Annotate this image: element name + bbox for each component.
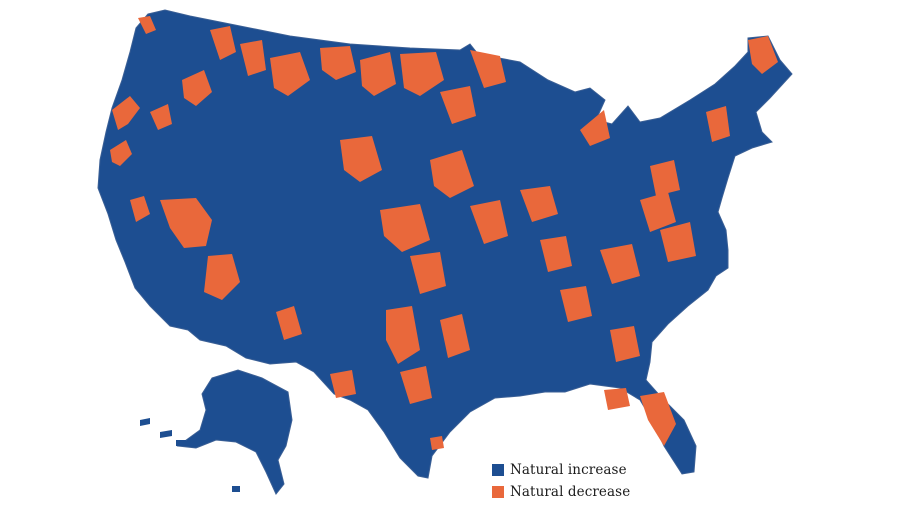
decrease-region [440,86,476,124]
map-legend: Natural increase Natural decrease [492,462,630,500]
decrease-region [110,140,132,166]
decrease-region [604,388,630,410]
decrease-region [360,52,396,96]
decrease-region [640,392,676,446]
decrease-region [130,196,150,222]
legend-item-decrease: Natural decrease [492,484,630,500]
legend-label-decrease: Natural decrease [510,484,631,500]
decrease-region [580,110,610,146]
decrease-region [112,96,140,130]
decrease-region [138,16,156,34]
decrease-region [276,306,302,340]
legend-swatch-increase [492,464,504,476]
legend-label-increase: Natural increase [510,462,627,478]
decrease-region [240,40,266,76]
decrease-region [210,26,236,60]
natural-decrease-regions [110,16,778,450]
decrease-region [430,436,444,450]
decrease-region [330,370,356,398]
decrease-region [650,160,680,196]
decrease-region [410,252,446,294]
decrease-region [540,236,572,272]
decrease-region [520,186,558,222]
decrease-region [706,106,730,142]
decrease-region [400,366,432,404]
decrease-region [340,136,382,182]
decrease-region [380,204,430,252]
decrease-region [660,222,696,262]
alaska-landmass [176,369,293,495]
decrease-region [470,200,508,244]
decrease-region [600,244,640,284]
decrease-region [150,104,172,130]
legend-swatch-decrease [492,486,504,498]
aleutian-islands [140,418,240,492]
decrease-region [270,52,310,96]
decrease-region [386,306,420,364]
decrease-region [470,50,506,88]
legend-item-increase: Natural increase [492,462,630,478]
decrease-region [640,192,676,232]
decrease-region [320,46,356,80]
decrease-region [430,150,474,198]
decrease-region [440,314,470,358]
decrease-region [204,254,240,300]
decrease-region [182,70,212,106]
decrease-region [160,198,212,248]
decrease-region [400,52,444,96]
decrease-region [610,326,640,362]
decrease-region [748,36,778,74]
decrease-region [560,286,592,322]
